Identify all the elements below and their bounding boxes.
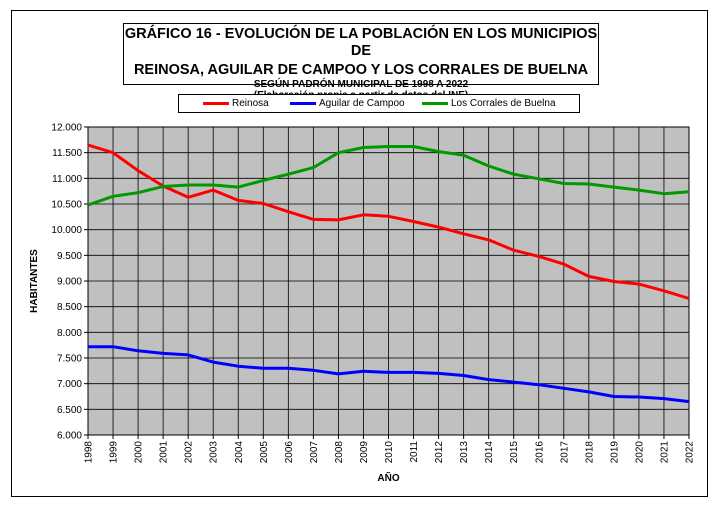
chart-title-line-1: GRÁFICO 16 - EVOLUCIÓN DE LA POBLACIÓN E… (124, 26, 598, 59)
x-tick-label: 2008 (334, 441, 345, 464)
legend-item-corrales: Los Corrales de Buelna (422, 95, 556, 112)
x-tick-label: 1999 (109, 441, 120, 464)
x-tick-label: 1998 (84, 441, 95, 464)
y-tick-label: 11.000 (52, 174, 82, 185)
x-tick-label: 2009 (359, 441, 370, 464)
y-tick-label: 10.000 (51, 225, 82, 236)
legend-item-aguilar: Aguilar de Campoo (290, 95, 405, 112)
series-line-1 (88, 345, 690, 404)
y-tick-label: 6.500 (57, 405, 82, 416)
y-tick-label: 7.000 (57, 379, 82, 390)
chart-frame (11, 10, 708, 497)
legend-label-reinosa: Reinosa (232, 98, 269, 109)
y-tick-label: 6.000 (57, 431, 82, 442)
chart-legend: Reinosa Aguilar de Campoo Los Corrales d… (178, 94, 580, 113)
x-tick-label: 2011 (409, 441, 420, 463)
x-tick-label: 2014 (484, 441, 495, 464)
legend-label-corrales: Los Corrales de Buelna (451, 98, 556, 109)
x-tick-label: 2000 (134, 441, 145, 464)
x-tick-label: 2020 (634, 441, 645, 464)
y-tick-label: 8.000 (57, 328, 82, 339)
x-tick-label: 2012 (434, 441, 445, 464)
series-line-2 (87, 145, 690, 207)
x-tick-label: 2010 (384, 441, 395, 464)
y-tick-label: 8.500 (57, 302, 82, 313)
x-tick-label: 2005 (259, 441, 270, 464)
x-axis-title: AÑO (377, 471, 399, 484)
x-tick-label: 2004 (234, 441, 245, 464)
series-line-0 (87, 143, 690, 300)
x-tick-label: 2003 (209, 441, 220, 464)
y-tick-label: 12.000 (51, 123, 82, 134)
legend-swatch-reinosa (203, 102, 229, 105)
y-axis-title: HABITANTES (29, 249, 40, 313)
x-tick-label: 2007 (309, 441, 320, 464)
x-tick-label: 2019 (609, 441, 620, 464)
legend-swatch-corrales (422, 102, 448, 105)
x-tick-label: 2022 (685, 441, 696, 464)
legend-label-aguilar: Aguilar de Campoo (319, 98, 405, 109)
legend-item-reinosa: Reinosa (203, 95, 269, 112)
y-tick-label: 7.500 (57, 354, 82, 365)
x-tick-label: 2002 (184, 441, 195, 464)
x-tick-label: 2016 (534, 441, 545, 464)
x-tick-label: 2013 (459, 441, 470, 464)
chart-title-line-2: REINOSA, AGUILAR DE CAMPOO Y LOS CORRALE… (133, 62, 589, 78)
x-tick-label: 2015 (509, 441, 520, 464)
x-tick-label: 2018 (584, 441, 595, 464)
legend-swatch-aguilar (290, 102, 316, 105)
x-tick-label: 2006 (284, 441, 295, 464)
chart-subtitle-line-1: SEGÚN PADRÓN MUNICIPAL DE 1998 A 2022 (253, 79, 469, 90)
y-tick-label: 9.500 (57, 251, 82, 262)
y-tick-label: 9.000 (57, 277, 82, 288)
x-tick-label: 2021 (659, 441, 670, 464)
y-tick-label: 11.500 (52, 148, 82, 159)
x-tick-label: 2001 (159, 441, 170, 464)
y-tick-label: 10.500 (51, 200, 82, 211)
x-tick-label: 2017 (559, 441, 570, 464)
